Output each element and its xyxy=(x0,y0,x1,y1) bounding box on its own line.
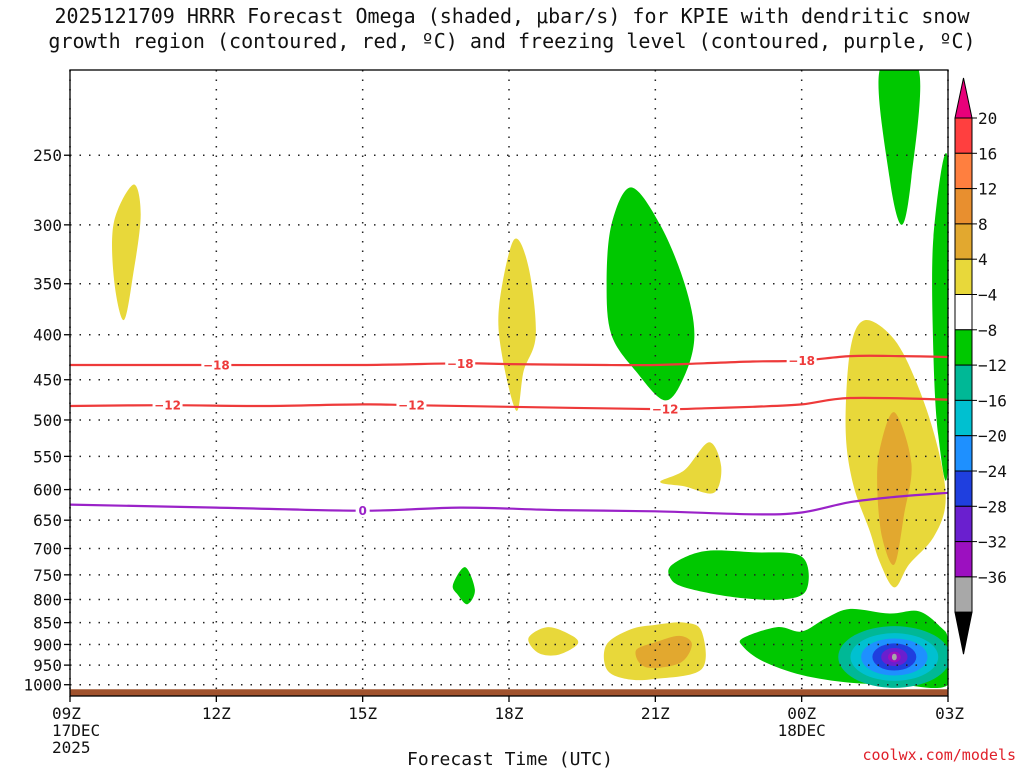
colorbar-swatch-3 xyxy=(954,223,973,260)
omega-region-2 xyxy=(606,187,695,401)
credit-link[interactable]: coolwx.com/models xyxy=(862,746,1016,764)
isotherm-label-bg xyxy=(201,358,232,373)
temperature-contours: −18 −18 −18 −12 −12 −12 0 xyxy=(70,353,948,518)
y-tick-label-450: 450 xyxy=(33,371,62,390)
colorbar-swatch-13 xyxy=(954,576,973,613)
y-tick-label-350: 350 xyxy=(33,275,62,294)
colorbar-label-2: 12 xyxy=(978,180,997,199)
colorbar-swatch-1 xyxy=(954,152,973,190)
colorbar-swatch-6 xyxy=(954,329,973,366)
colorbar-swatch-7 xyxy=(954,364,973,401)
colorbar-swatch-0 xyxy=(954,117,973,154)
x-tick-label-00Z: 00Z xyxy=(787,704,816,723)
colorbar: 20 16 12 8 4 −4 −8 −12 −16 −20 −24 −28 −32 −36 xyxy=(954,77,1007,655)
y-tick-label-500: 500 xyxy=(33,411,62,430)
y-tick-label-600: 600 xyxy=(33,481,62,500)
x-tick-label-18Z: 18Z xyxy=(495,704,524,723)
colorbar-swatch-11 xyxy=(954,505,973,543)
omega-region-10 xyxy=(528,627,579,656)
colorbar-swatch-9 xyxy=(954,435,973,472)
x-tick-label-09Z: 09Z xyxy=(52,704,81,723)
colorbar-label-1: 16 xyxy=(978,144,997,163)
isotherm-label-bg xyxy=(355,503,370,518)
colorbar-top-arrow xyxy=(954,77,973,119)
colorbar-label-10: −24 xyxy=(978,462,1007,481)
y-tick-label-750: 750 xyxy=(33,566,62,585)
omega-region-3 xyxy=(878,70,921,225)
colorbar-swatch-2 xyxy=(954,188,973,225)
omega-region-20 xyxy=(891,653,897,661)
isotherm-label--18-2: −18 xyxy=(788,354,815,368)
colorbar-label-12: −32 xyxy=(978,533,1007,552)
x-tick-label-21Z: 21Z xyxy=(641,704,670,723)
colorbar-label-3: 8 xyxy=(978,215,988,234)
y-tick-label-250: 250 xyxy=(33,146,62,165)
colorbar-swatch-5 xyxy=(954,294,973,331)
isotherm-label-bg xyxy=(786,353,817,368)
y-tick-label-1000: 1000 xyxy=(23,676,62,695)
isotherm-label-bg xyxy=(152,398,183,413)
x-tick-label-15Z: 15Z xyxy=(348,704,377,723)
colorbar-label-4: 4 xyxy=(978,250,988,269)
colorbar-swatch-4 xyxy=(954,258,973,296)
y-axis: 250 300 350 400 450 500 550 600 650 700 750 800 850 9… xyxy=(23,146,70,695)
omega-region-9 xyxy=(668,550,809,600)
x-tick-label-12Z: 12Z xyxy=(202,704,231,723)
y-tick-label-700: 700 xyxy=(33,539,62,558)
y-tick-label-650: 650 xyxy=(33,511,62,530)
colorbar-label-5: −4 xyxy=(978,286,997,305)
title-line-1: 2025121709 HRRR Forecast Omega (shaded, … xyxy=(54,4,970,28)
omega-region-6 xyxy=(877,412,912,566)
isotherm-label--18-0: −18 xyxy=(203,359,230,373)
isotherm-label-bg xyxy=(445,356,476,371)
y-tick-label-400: 400 xyxy=(33,326,62,345)
terrain-layer xyxy=(70,689,948,696)
isotherm-label--12-0: −12 xyxy=(154,399,181,413)
x-axis-title: Forecast Time (UTC) xyxy=(407,749,613,768)
omega-region-4 xyxy=(932,153,948,481)
omega-shading xyxy=(112,70,948,689)
y-tick-label-850: 850 xyxy=(33,614,62,633)
isotherm-0 xyxy=(70,491,948,516)
isotherm-label--12-2: −12 xyxy=(652,402,679,416)
x-tick-sublabel-2025: 2025 xyxy=(52,738,91,757)
colorbar-label-8: −16 xyxy=(978,391,1007,410)
colorbar-label-11: −28 xyxy=(978,497,1007,516)
omega-region-12 xyxy=(635,635,692,668)
terrain-surface xyxy=(70,689,948,696)
isotherm--18 xyxy=(70,354,948,367)
isotherm--12 xyxy=(70,396,948,411)
x-tick-sublabel-17DEC: 17DEC xyxy=(52,721,100,740)
y-tick-label-550: 550 xyxy=(33,447,62,466)
gridlines xyxy=(69,70,949,696)
y-tick-label-300: 300 xyxy=(33,216,62,235)
isotherm-label-0-0: 0 xyxy=(358,504,366,518)
x-tick-sublabel-18DEC: 18DEC xyxy=(778,721,826,740)
isotherm-label-bg xyxy=(650,401,681,416)
colorbar-swatch-10 xyxy=(954,470,973,507)
y-tick-label-900: 900 xyxy=(33,635,62,654)
colorbar-label-9: −20 xyxy=(978,427,1007,446)
colorbar-label-7: −12 xyxy=(978,356,1007,375)
colorbar-swatch-8 xyxy=(954,399,973,437)
omega-region-1 xyxy=(498,238,536,411)
x-tick-label-03Z: 03Z xyxy=(935,704,964,723)
colorbar-swatch-12 xyxy=(954,541,973,578)
omega-region-7 xyxy=(660,442,722,494)
colorbar-bottom-arrow xyxy=(954,611,973,655)
colorbar-label-6: −8 xyxy=(978,321,997,340)
colorbar-label-0: 20 xyxy=(978,109,997,128)
y-tick-label-950: 950 xyxy=(33,656,62,675)
colorbar-label-13: −36 xyxy=(978,568,1007,587)
omega-region-8 xyxy=(452,567,475,605)
title-line-2: growth region (contoured, red, ºC) and f… xyxy=(48,29,976,53)
chart-title: 2025121709 HRRR Forecast Omega (shaded, … xyxy=(0,4,1024,54)
y-tick-label-800: 800 xyxy=(33,590,62,609)
isotherm-label--12-1: −12 xyxy=(398,399,425,413)
omega-region-0 xyxy=(112,184,141,321)
isotherm-label-bg xyxy=(396,398,427,413)
isotherm-label--18-1: −18 xyxy=(447,357,474,371)
